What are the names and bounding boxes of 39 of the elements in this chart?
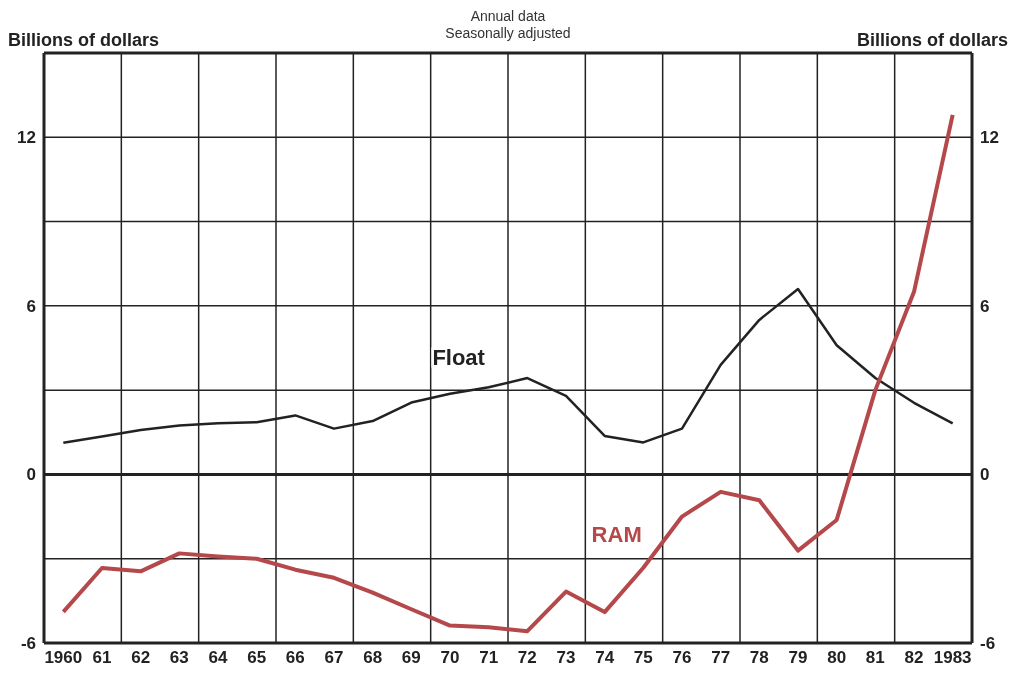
y2-tick-label: 0 (980, 465, 990, 485)
x-tick-label: 71 (479, 648, 499, 668)
y-tick-label: 6 (26, 296, 36, 316)
x-tick-label: 81 (865, 648, 885, 668)
y-tick-label: -6 (20, 634, 36, 654)
series-label: Float (432, 345, 486, 371)
y2-tick-label: 6 (980, 296, 990, 316)
x-tick-label: 64 (208, 648, 228, 668)
x-tick-label: 1983 (933, 648, 972, 668)
y2-tick-label: 12 (980, 128, 999, 148)
y2-axis-title: Billions of dollars (856, 30, 1008, 51)
text: Seasonally adjusted (445, 25, 571, 41)
x-tick-label: 1960 (44, 648, 83, 668)
x-tick-label: 66 (285, 648, 305, 668)
x-tick-label: 67 (324, 648, 344, 668)
x-tick-label: 77 (711, 648, 731, 668)
x-tick-label: 78 (749, 648, 769, 668)
series-label: RAM (591, 522, 642, 548)
x-tick-label: 75 (633, 648, 653, 668)
y2-tick-label: -6 (980, 634, 996, 654)
x-tick-label: 72 (517, 648, 537, 668)
text: Annual data (469, 8, 547, 25)
x-tick-label: 68 (363, 648, 383, 668)
x-tick-label: 82 (904, 648, 924, 668)
x-tick-label: 79 (788, 648, 808, 668)
x-tick-label: 70 (440, 648, 460, 668)
x-tick-label: 69 (401, 648, 421, 668)
x-tick-label: 76 (672, 648, 692, 668)
x-tick-label: 63 (169, 648, 189, 668)
x-tick-label: 61 (92, 648, 112, 668)
x-tick-label: 80 (827, 648, 847, 668)
y-tick-label: 12 (17, 128, 36, 148)
x-tick-label: 74 (595, 648, 615, 668)
x-tick-label: 73 (556, 648, 576, 668)
y-tick-label: 0 (26, 465, 36, 485)
x-tick-label: 62 (131, 648, 151, 668)
y-axis-title: Billions of dollars (8, 30, 160, 51)
x-tick-label: 65 (247, 648, 267, 668)
line-series (61, 112, 955, 634)
